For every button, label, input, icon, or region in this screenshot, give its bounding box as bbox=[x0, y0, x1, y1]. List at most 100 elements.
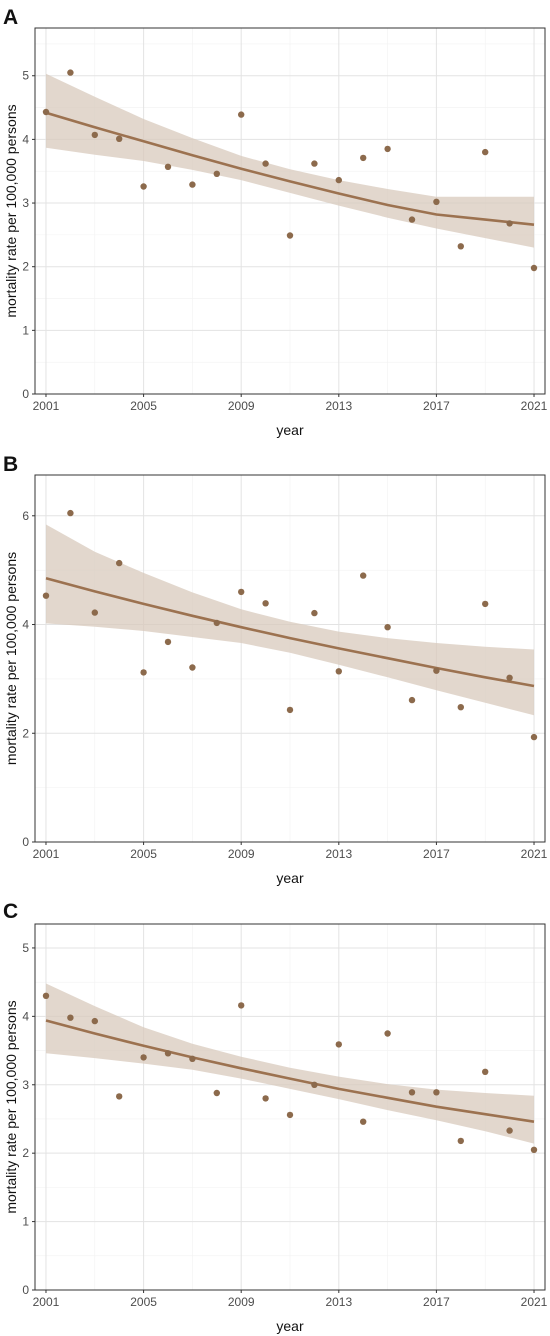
panel-b-y-tick-label: 6 bbox=[22, 509, 29, 523]
panel-a-x-tick-label: 2009 bbox=[228, 399, 255, 413]
panel-b-x-tick-label: 2017 bbox=[423, 847, 450, 861]
panel-b-data-point bbox=[42, 592, 50, 599]
panel-b-x-tick-label: 2005 bbox=[130, 847, 157, 861]
panel-b-data-point bbox=[457, 704, 464, 711]
panel-a-data-point bbox=[164, 163, 172, 170]
panel-a-data-point bbox=[286, 232, 294, 239]
panel-c-data-point bbox=[116, 1093, 123, 1100]
panel-a-data-point bbox=[262, 160, 269, 167]
panel-a-y-tick-label: 5 bbox=[22, 69, 29, 83]
panel-b-panel-border bbox=[34, 474, 546, 843]
panel-b-y-axis-title: mortality rate per 100,000 persons bbox=[3, 552, 19, 765]
panel-b-x-axis-title: year bbox=[276, 870, 304, 886]
panel-a-data-point bbox=[67, 69, 74, 76]
panel-c-panel-border bbox=[34, 923, 546, 1291]
panel-a-x-tick-label: 2001 bbox=[33, 399, 60, 413]
panel-a: 2001 2005 2009 2013 2017 2021 0 1 2 3 4 5 year mortal… bbox=[3, 6, 548, 438]
panel-a-data-point bbox=[42, 108, 50, 116]
panel-c-data-point bbox=[189, 1055, 196, 1063]
panel-b-data-point bbox=[286, 706, 294, 714]
panel-a-y-tick-label: 1 bbox=[22, 323, 29, 337]
panel-c-data-point bbox=[262, 1095, 269, 1102]
panel-c-y-tick-label: 0 bbox=[22, 1283, 29, 1297]
panel-c-x-tick-label: 2005 bbox=[130, 1295, 157, 1309]
panel-a-data-point bbox=[335, 176, 342, 184]
panel-a-x-tick-label: 2005 bbox=[130, 399, 157, 413]
panel-a-data-point bbox=[140, 183, 147, 190]
panel-b-x-tick-label: 2013 bbox=[325, 847, 352, 861]
panel-b-data-point bbox=[67, 509, 74, 517]
panel-b-data-point bbox=[506, 674, 513, 681]
panel-b-data-point bbox=[189, 664, 196, 671]
panel-b-data-point bbox=[384, 624, 391, 631]
panel-b-data-point bbox=[238, 588, 245, 596]
panel-b-data-point bbox=[140, 669, 147, 676]
panel-c-data-point bbox=[482, 1068, 489, 1076]
panel-c-data-point bbox=[433, 1089, 440, 1096]
panel-c-letter: C bbox=[3, 900, 18, 923]
panel-a-x-tick-label: 2021 bbox=[521, 399, 548, 413]
panel-b-x-tick-label: 2021 bbox=[521, 847, 548, 861]
panel-a-data-point bbox=[360, 154, 367, 162]
panel-b-y-tick-label: 0 bbox=[22, 835, 29, 849]
panel-b-confidence-band bbox=[46, 524, 534, 716]
panel-c-y-tick-label: 1 bbox=[22, 1215, 29, 1229]
panel-b-data-point bbox=[360, 572, 367, 579]
panel-c-trend-line bbox=[45, 1019, 535, 1123]
panel-a-y-tick-label: 3 bbox=[22, 196, 29, 210]
panel-b-x-tick-label: 2001 bbox=[33, 847, 60, 861]
panel-a-confidence-band bbox=[46, 73, 534, 248]
panel-a-data-point bbox=[189, 181, 196, 188]
panel-c-data-point bbox=[67, 1014, 74, 1021]
panel-a-data-point bbox=[530, 264, 538, 272]
panel-a-trend-line bbox=[45, 111, 535, 226]
panel-c: 2001 2005 2009 2013 2017 2021 0 1 2 3 4 5 year mortal… bbox=[3, 900, 548, 1334]
panel-c-confidence-band bbox=[46, 983, 534, 1144]
panel-b-trend-line bbox=[45, 577, 535, 688]
panel-a-x-axis-title: year bbox=[276, 422, 304, 438]
panel-c-data-point bbox=[213, 1089, 220, 1097]
panel-c-data-point bbox=[408, 1089, 416, 1096]
panel-b-data-point bbox=[530, 733, 538, 741]
panel-b-data-point bbox=[482, 600, 489, 608]
panel-a-data-point bbox=[482, 148, 489, 156]
panel-b-y-tick-label: 4 bbox=[22, 618, 29, 632]
panel-b-data-point bbox=[311, 609, 318, 617]
panel-c-data-point bbox=[506, 1127, 513, 1134]
panel-c-y-tick-label: 3 bbox=[22, 1078, 29, 1092]
panel-a-y-tick-label: 0 bbox=[22, 387, 29, 401]
panel-c-data-point bbox=[286, 1111, 294, 1119]
panel-b-data-point bbox=[335, 668, 342, 675]
panel-c-data-point bbox=[457, 1137, 464, 1145]
panel-a-letter: A bbox=[3, 6, 18, 29]
panel-c-data-point bbox=[311, 1081, 318, 1089]
panel-a-data-point bbox=[213, 170, 220, 177]
panel-b-data-point bbox=[433, 667, 440, 674]
panel-b-x-tick-label: 2009 bbox=[228, 847, 255, 861]
panel-a-data-point bbox=[433, 198, 440, 205]
panel-c-x-tick-label: 2001 bbox=[33, 1295, 60, 1309]
panel-c-y-tick-label: 5 bbox=[22, 941, 29, 955]
panel-b-y-tick-label: 2 bbox=[22, 726, 29, 740]
panel-a-data-point bbox=[506, 220, 513, 227]
panel-b-data-point bbox=[164, 638, 172, 646]
panel-b-data-point bbox=[91, 609, 99, 616]
panel-a-panel-border bbox=[34, 27, 546, 395]
panel-b-letter: B bbox=[3, 453, 18, 476]
panel-a-y-tick-label: 2 bbox=[22, 260, 29, 274]
panel-b-data-point bbox=[262, 600, 269, 607]
panel-a-data-point bbox=[408, 216, 416, 223]
panel-a-data-point bbox=[311, 160, 318, 167]
panel-c-x-tick-label: 2013 bbox=[325, 1295, 352, 1309]
panel-a-x-tick-label: 2013 bbox=[325, 399, 352, 413]
panel-b-data-point bbox=[213, 619, 220, 627]
panel-c-y-axis-title: mortality rate per 100,000 persons bbox=[3, 1000, 19, 1213]
panel-c-x-tick-label: 2009 bbox=[228, 1295, 255, 1309]
panel-a-x-tick-label: 2017 bbox=[423, 399, 450, 413]
panel-a-data-point bbox=[384, 145, 391, 153]
panel-b-data-point bbox=[408, 696, 416, 704]
panel-b-data-point bbox=[116, 559, 123, 567]
panel-a-data-point bbox=[457, 243, 464, 250]
panel-c-y-tick-label: 2 bbox=[22, 1146, 29, 1160]
